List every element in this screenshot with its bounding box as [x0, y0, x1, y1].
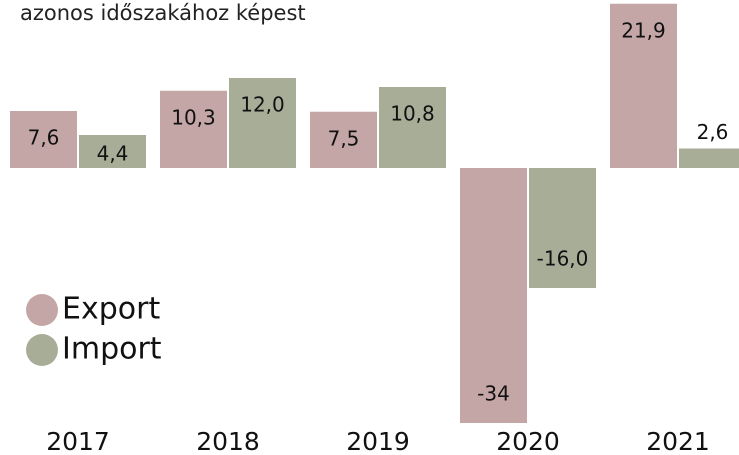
chart-subtitle: azonos időszakához képest: [20, 1, 306, 25]
value-label: 7,5: [328, 126, 360, 150]
bar: [679, 148, 739, 168]
value-label: 2,6: [697, 120, 729, 144]
bar: [229, 78, 296, 168]
x-tick-label: 2017: [46, 427, 110, 455]
legend-swatch: [26, 334, 58, 366]
bar: [460, 168, 527, 423]
legend-label: Export: [62, 292, 160, 327]
bar: [79, 135, 146, 168]
value-label: 10,8: [390, 102, 435, 126]
value-label: 10,3: [171, 105, 216, 129]
value-label: 21,9: [621, 18, 666, 42]
bar: [160, 90, 227, 168]
bar: [529, 168, 596, 288]
x-tick-label: 2020: [496, 427, 560, 455]
value-label: 12,0: [240, 93, 285, 117]
x-tick-label: 2018: [196, 427, 260, 455]
value-label: 7,6: [28, 126, 60, 150]
value-label: -16,0: [537, 247, 589, 271]
bar: [310, 111, 377, 168]
bar: [10, 111, 77, 168]
bar: [610, 3, 677, 168]
x-tick-label: 2021: [646, 427, 710, 455]
legend-label: Import: [62, 332, 162, 367]
bar: [379, 87, 446, 168]
value-label: -34: [477, 382, 510, 406]
legend-swatch: [26, 294, 58, 326]
x-tick-label: 2019: [346, 427, 410, 455]
value-label: 4,4: [97, 141, 129, 165]
